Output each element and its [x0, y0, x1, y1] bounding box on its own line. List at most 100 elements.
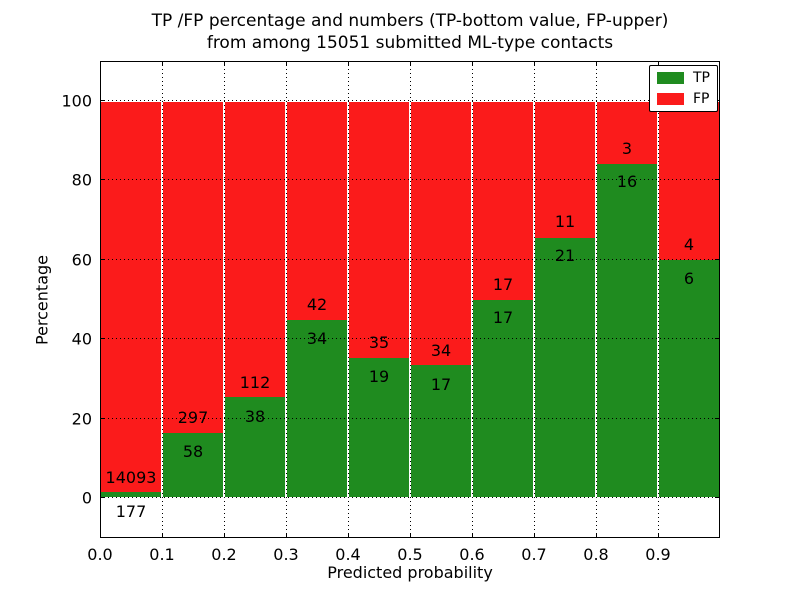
x-tick: [596, 533, 597, 538]
tp-bar-segment: [101, 492, 161, 498]
v-gridline: [348, 61, 349, 538]
legend-entry-fp: FP: [657, 92, 710, 106]
tp-bar-segment: [411, 365, 471, 498]
x-tick: [224, 533, 225, 538]
tp-bar-segment: [163, 432, 223, 498]
tp-count-label: 17: [492, 308, 514, 328]
tp-legend-swatch: [657, 72, 684, 84]
tp-bar-segment: [287, 320, 347, 498]
bar-column: [162, 100, 224, 499]
y-tick-label: 80: [71, 170, 92, 190]
v-gridline: [410, 61, 411, 538]
y-tick: [100, 179, 105, 181]
y-tick: [100, 497, 105, 499]
v-gridline: [658, 61, 659, 538]
fp-count-label: 14093: [105, 468, 157, 488]
fp-count-label: 11: [554, 212, 576, 232]
tp-bar-segment: [597, 164, 657, 498]
x-axis-label: Predicted probability: [327, 563, 493, 582]
plot-area: TP FP 14093 177 297 58 112 38 42 34 35 19 34 17 17 17 1…: [100, 61, 720, 538]
fp-count-label: 34: [430, 340, 452, 360]
chart-title: TP /FP percentage and numbers (TP-bottom…: [152, 10, 669, 54]
x-tick: [534, 533, 535, 538]
tp-bar-segment: [473, 299, 533, 498]
x-tick: [224, 61, 225, 66]
x-tick-label: 0.4: [335, 545, 361, 564]
bar-column: [348, 100, 410, 499]
legend-entry-tp: TP: [657, 71, 710, 85]
x-tick-label: 0.6: [459, 545, 485, 564]
fp-bar-segment: [597, 101, 657, 165]
x-tick: [348, 533, 349, 538]
fp-bar-segment: [411, 101, 471, 366]
x-tick: [286, 61, 287, 66]
y-tick: [100, 99, 105, 101]
bar-column: [472, 100, 534, 499]
v-gridline: [596, 61, 597, 538]
y-tick-label: 100: [61, 91, 92, 111]
x-tick-label: 0.2: [211, 545, 237, 564]
y-tick: [715, 338, 720, 340]
legend-label-tp: TP: [693, 70, 710, 86]
bar-column: [286, 100, 348, 499]
bar-column: [658, 100, 720, 499]
tp-count-label: 58: [182, 442, 204, 462]
x-tick: [658, 533, 659, 538]
y-tick: [715, 258, 720, 260]
x-tick-label: 0.0: [87, 545, 113, 564]
v-gridline: [534, 61, 535, 538]
x-tick-label: 0.5: [397, 545, 423, 564]
x-tick-label: 0.3: [273, 545, 299, 564]
fp-bar-segment: [101, 101, 161, 493]
legend: TP FP: [649, 65, 718, 112]
bar-column: [534, 100, 596, 499]
fp-count-label: 42: [306, 295, 328, 315]
tp-count-label: 6: [683, 268, 695, 288]
x-tick: [534, 61, 535, 66]
x-tick: [658, 61, 659, 66]
y-tick: [715, 417, 720, 419]
fp-count-label: 112: [239, 372, 271, 392]
x-tick: [162, 533, 163, 538]
fp-count-label: 3: [621, 138, 633, 158]
y-tick: [100, 258, 105, 260]
y-tick: [715, 497, 720, 499]
fp-count-label: 35: [368, 333, 390, 353]
x-tick: [286, 533, 287, 538]
x-tick-label: 0.8: [583, 545, 609, 564]
legend-label-fp: FP: [693, 91, 710, 107]
x-tick-label: 0.1: [149, 545, 175, 564]
fp-bar-segment: [473, 101, 533, 300]
x-tick: [472, 61, 473, 66]
chart-title-line1: TP /FP percentage and numbers (TP-bottom…: [151, 11, 669, 31]
v-gridline: [224, 61, 225, 538]
x-tick: [410, 61, 411, 66]
bar-column: [100, 100, 162, 499]
x-tick: [100, 61, 101, 66]
y-axis-label: Percentage: [32, 254, 52, 346]
y-tick-label: 0: [81, 488, 92, 508]
y-tick: [100, 338, 105, 340]
fp-count-label: 4: [683, 234, 695, 254]
bar-column: [224, 100, 286, 499]
y-tick-label: 40: [71, 329, 92, 349]
y-tick-label: 20: [71, 409, 92, 429]
tp-bar-segment: [349, 358, 409, 498]
fp-bar-segment: [535, 101, 595, 238]
bar-column: [410, 100, 472, 499]
chart-title-line2: from among 15051 submitted ML-type conta…: [206, 33, 614, 53]
y-tick: [100, 417, 105, 419]
tp-count-label: 38: [244, 406, 266, 426]
y-tick-label: 60: [71, 250, 92, 270]
v-gridline: [162, 61, 163, 538]
fp-bar-segment: [659, 101, 719, 260]
tp-count-label: 21: [554, 246, 576, 266]
fp-count-label: 297: [177, 408, 209, 428]
x-tick-label: 0.7: [521, 545, 547, 564]
x-tick-label: 0.9: [645, 545, 671, 564]
fp-bar-segment: [225, 101, 285, 398]
x-tick: [472, 533, 473, 538]
tp-count-label: 16: [616, 172, 638, 192]
tp-count-label: 177: [115, 502, 147, 522]
